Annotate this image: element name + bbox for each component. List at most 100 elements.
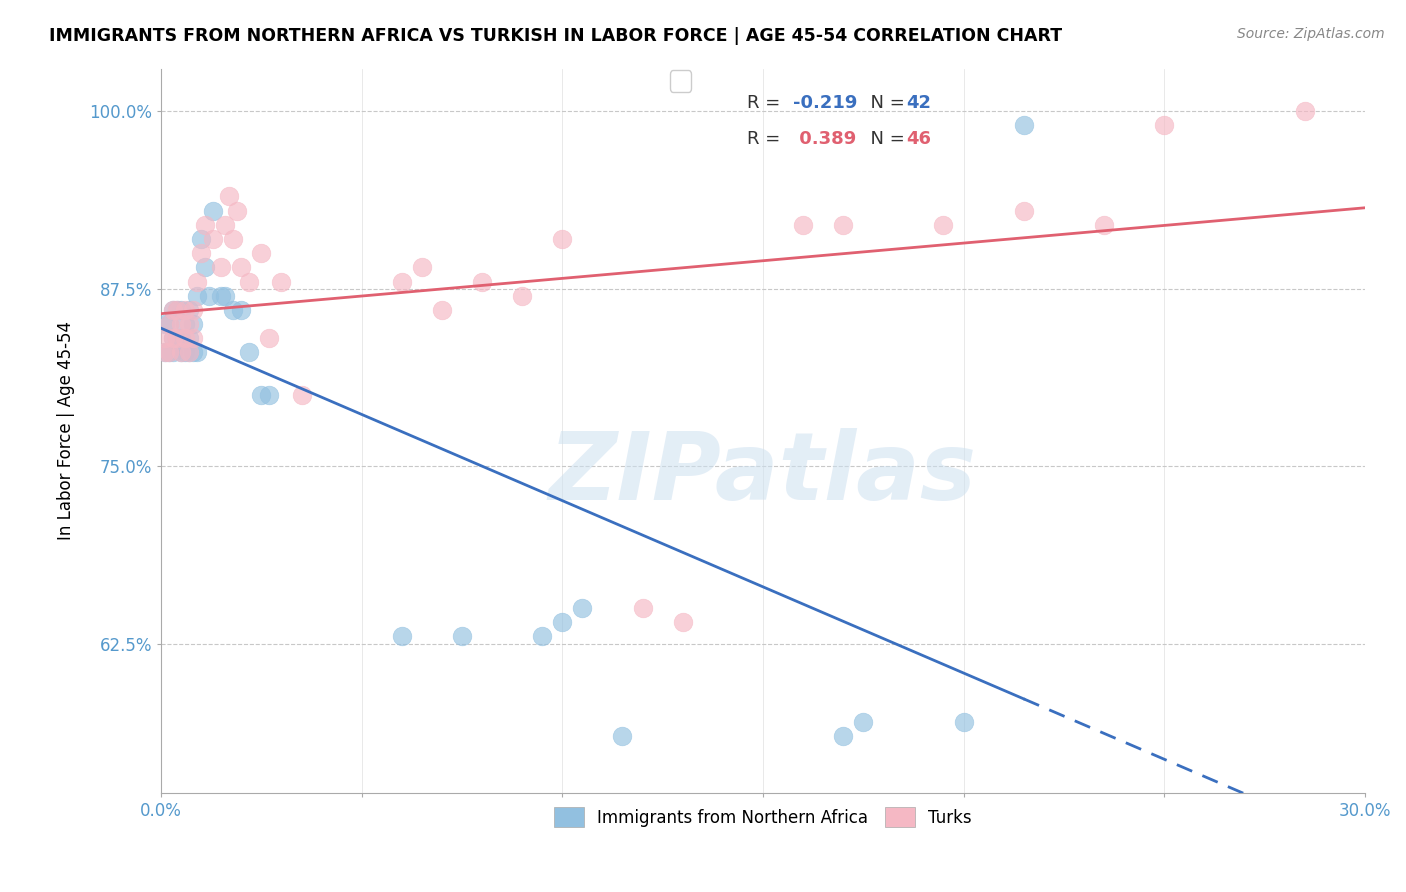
- Point: [166, 331, 188, 345]
- Point: [222, 232, 245, 246]
- Point: [170, 345, 193, 359]
- Point: [1294, 104, 1316, 119]
- Point: [194, 260, 217, 275]
- Point: [157, 345, 180, 359]
- Point: [166, 302, 188, 317]
- Point: [162, 302, 184, 317]
- Point: [166, 302, 188, 317]
- Legend: Immigrants from Northern Africa, Turks: Immigrants from Northern Africa, Turks: [546, 799, 980, 835]
- Point: [222, 302, 245, 317]
- Point: [166, 331, 188, 345]
- Point: [259, 388, 281, 402]
- Point: [1012, 118, 1035, 132]
- Point: [430, 302, 453, 317]
- Text: N =: N =: [859, 94, 911, 112]
- Point: [157, 317, 180, 331]
- Point: [162, 345, 184, 359]
- Point: [153, 345, 176, 359]
- Point: [238, 345, 260, 359]
- Point: [170, 302, 193, 317]
- Point: [1092, 218, 1115, 232]
- Point: [186, 289, 208, 303]
- Point: [170, 331, 193, 345]
- Point: [612, 729, 634, 743]
- Point: [391, 275, 413, 289]
- Point: [186, 345, 208, 359]
- Point: [209, 289, 232, 303]
- Point: [194, 218, 217, 232]
- Point: [672, 615, 695, 630]
- Y-axis label: In Labor Force | Age 45-54: In Labor Force | Age 45-54: [58, 321, 75, 540]
- Point: [162, 302, 184, 317]
- Point: [170, 317, 193, 331]
- Point: [290, 388, 312, 402]
- Point: [186, 275, 208, 289]
- Point: [631, 601, 654, 615]
- Point: [832, 729, 855, 743]
- Point: [932, 218, 955, 232]
- Point: [571, 601, 593, 615]
- Point: [218, 189, 240, 203]
- Point: [174, 331, 197, 345]
- Point: [190, 232, 212, 246]
- Text: -0.219: -0.219: [793, 94, 858, 112]
- Point: [202, 232, 225, 246]
- Point: [162, 331, 184, 345]
- Text: R =: R =: [747, 94, 786, 112]
- Point: [174, 302, 197, 317]
- Point: [1153, 118, 1175, 132]
- Point: [153, 345, 176, 359]
- Text: 42: 42: [905, 94, 931, 112]
- Point: [157, 317, 180, 331]
- Point: [153, 331, 176, 345]
- Point: [226, 203, 249, 218]
- Point: [1012, 203, 1035, 218]
- Text: 46: 46: [905, 130, 931, 148]
- Text: 0.389: 0.389: [793, 130, 856, 148]
- Point: [174, 317, 197, 331]
- Point: [157, 345, 180, 359]
- Point: [250, 388, 273, 402]
- Point: [181, 317, 204, 331]
- Text: ZIPatlas: ZIPatlas: [548, 428, 977, 520]
- Text: R =: R =: [747, 130, 786, 148]
- Point: [531, 630, 554, 644]
- Point: [174, 345, 197, 359]
- Point: [209, 260, 232, 275]
- Point: [179, 345, 201, 359]
- Text: N =: N =: [859, 130, 911, 148]
- Point: [214, 218, 236, 232]
- Text: Source: ZipAtlas.com: Source: ZipAtlas.com: [1237, 27, 1385, 41]
- Point: [391, 630, 413, 644]
- Point: [181, 331, 204, 345]
- Point: [190, 246, 212, 260]
- Point: [181, 302, 204, 317]
- Point: [952, 714, 974, 729]
- Point: [832, 218, 855, 232]
- Point: [259, 331, 281, 345]
- Point: [270, 275, 292, 289]
- Point: [179, 345, 201, 359]
- Point: [170, 345, 193, 359]
- Point: [471, 275, 494, 289]
- Point: [179, 331, 201, 345]
- Point: [238, 275, 260, 289]
- Point: [250, 246, 273, 260]
- Point: [202, 203, 225, 218]
- Point: [852, 714, 875, 729]
- Point: [179, 317, 201, 331]
- Point: [198, 289, 221, 303]
- Point: [792, 218, 814, 232]
- Point: [179, 302, 201, 317]
- Text: IMMIGRANTS FROM NORTHERN AFRICA VS TURKISH IN LABOR FORCE | AGE 45-54 CORRELATIO: IMMIGRANTS FROM NORTHERN AFRICA VS TURKI…: [49, 27, 1063, 45]
- Point: [181, 345, 204, 359]
- Point: [411, 260, 433, 275]
- Point: [214, 289, 236, 303]
- Point: [231, 302, 253, 317]
- Point: [551, 615, 574, 630]
- Point: [162, 331, 184, 345]
- Point: [510, 289, 533, 303]
- Point: [551, 232, 574, 246]
- Point: [451, 630, 474, 644]
- Point: [153, 317, 176, 331]
